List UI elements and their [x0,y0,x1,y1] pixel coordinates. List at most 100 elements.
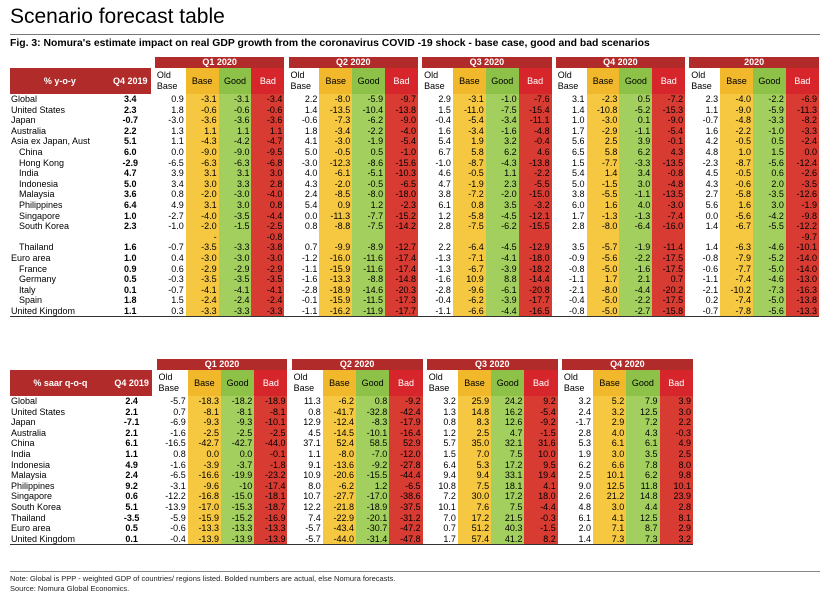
old-base-cell: -0.7 [702,115,719,126]
good-cell: -6.4 [619,221,653,232]
column-gap [685,231,690,243]
column-gap [551,146,556,158]
old-base-cell: 6.2 [578,459,592,470]
table-row: China 6.0 0.0 -9.0 -9.0 -9.5 5.0 -0.5 0.5 -1.0 6.7… [10,146,819,158]
base-cell: 25.9 [457,396,492,407]
good-cell: -4.4 [619,284,653,296]
bad-cell: -12.4 [785,157,819,169]
column-gap [417,263,423,275]
column-gap [417,189,423,200]
base-cell: -14.5 [322,427,357,439]
base-cell: -15.9 [319,263,353,275]
column-gap [417,157,423,169]
base-cell: 5.2 [593,396,627,407]
base-cell: -5.0 [586,305,620,318]
good-cell: -3.7 [220,459,255,471]
column-gap [152,427,157,439]
bad-cell: -0.3 [659,427,693,439]
base-cell: 9.4 [457,470,492,481]
good-cell: -6.2 [485,221,519,232]
column-gap [422,427,427,439]
column-gap [287,491,292,502]
column-gap [284,115,289,126]
q4-2019-cell: 1.1 [109,305,151,318]
bad-cell: -5.5 [518,178,552,190]
period-header: Q2 2020 [291,359,423,370]
good-cell: 41.2 [491,533,525,546]
bad-cell: -4.8 [518,125,552,137]
bad-cell: -17.4 [385,252,418,264]
old-base-cell: 6.4 [443,459,456,470]
table-row: - -0.8 -9.7 [10,231,819,243]
bad-cell: 2.9 [659,523,693,534]
column-gap [417,284,423,296]
table-row: Asia ex Japan, Aust 5.1 1.1 -4.3 -4.2 -4.7 4.1… [10,136,819,147]
bad-cell: -14.0 [785,263,819,275]
base-cell: 2.9 [593,417,627,428]
base-cell: -7.2 [452,189,486,200]
base-cell: -0.5 [720,168,753,179]
old-base-cell: -1.1 [301,263,318,274]
old-base-cell: 2.6 [578,491,592,502]
good-cell: -0.6 [218,104,252,116]
row-label: Malaysia [11,470,47,481]
column-gap [417,115,423,126]
row-label: Global [11,94,38,104]
column-gap [152,396,157,407]
good-header: Good [491,370,525,396]
q4-2019-cell: 1.8 [123,295,137,306]
old-base-cell: 5.4 [572,168,585,179]
base-cell: -8.7 [452,157,486,169]
bad-cell: -2.5 [251,221,285,232]
old-base-cell: 3.5 [572,242,585,253]
base-cell: 51.2 [457,523,492,534]
base-cell: 7.1 [593,523,627,534]
base-cell: -0.6 [185,104,219,116]
base-cell: 7.5 [457,480,492,492]
bad-cell: 23.9 [659,491,693,502]
bad-cell: -6.8 [251,157,285,169]
bad-cell: -0.8 [251,231,285,243]
good-cell: -31.4 [356,533,390,546]
good-cell: -1.1 [619,125,653,137]
column-gap [551,274,556,285]
bad-cell: -0.1 [254,448,288,460]
bad-cell: 18.0 [524,491,558,502]
bad-cell: 8.2 [524,533,558,546]
table-row: China 6.1 -16.5 -42.7 -42.7 -44.0 37.1 52.4 58.5… [10,438,693,449]
column-gap [287,427,292,439]
base-cell: -9.3 [187,417,221,428]
period-header: Q1 2020 [154,57,285,68]
column-gap [551,168,556,179]
q4-2019-cell: 0.5 [123,274,137,285]
column-gap [557,491,562,502]
old-base-cell: 5.0 [572,178,585,189]
old-base-cell: -1.6 [301,274,318,285]
old-base-cell: 0.6 [171,263,184,274]
old-base-cell: -0.9 [569,252,585,263]
column-gap [417,305,423,318]
column-gap [150,295,155,306]
column-gap [685,305,690,318]
column-gap [417,295,423,306]
old-base-cell: -0.7 [168,284,184,295]
q4-2019-cell: 3.4 [123,94,137,104]
bad-cell: -15.4 [518,104,552,116]
base-cell: 3.0 [593,501,627,513]
old-base-cell: 1.5 [572,157,585,168]
table-row: Global 2.4 -5.7 -18.3 -18.2 -18.9 11.3 -6.2 0.8-… [10,396,693,407]
base-cell: -0.5 [319,146,353,158]
bad-cell: -1.5 [524,523,558,534]
bad-cell: 4.1 [524,480,558,492]
bad-cell: 9.5 [524,459,558,471]
row-label: Indonesia [11,459,51,470]
bad-cell: -10.1 [785,242,819,253]
column-gap [551,157,556,169]
base-cell: -3.6 [185,115,219,126]
bad-cell: -2.2 [518,168,552,179]
bad-cell: -14.4 [518,274,552,285]
bad-cell: -20.8 [518,284,552,296]
bad-cell: 4.3 [652,146,686,158]
base-cell: -3.1 [452,94,486,105]
column-gap [685,263,690,275]
